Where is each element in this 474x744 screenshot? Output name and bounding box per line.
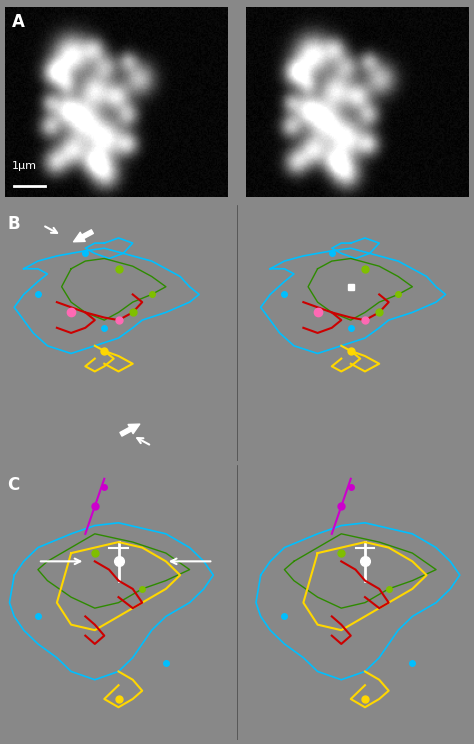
Text: B: B: [7, 215, 20, 233]
Text: A: A: [9, 18, 25, 36]
Text: 1μm: 1μm: [11, 161, 36, 170]
Text: A: A: [11, 13, 24, 31]
Text: C: C: [7, 476, 19, 494]
